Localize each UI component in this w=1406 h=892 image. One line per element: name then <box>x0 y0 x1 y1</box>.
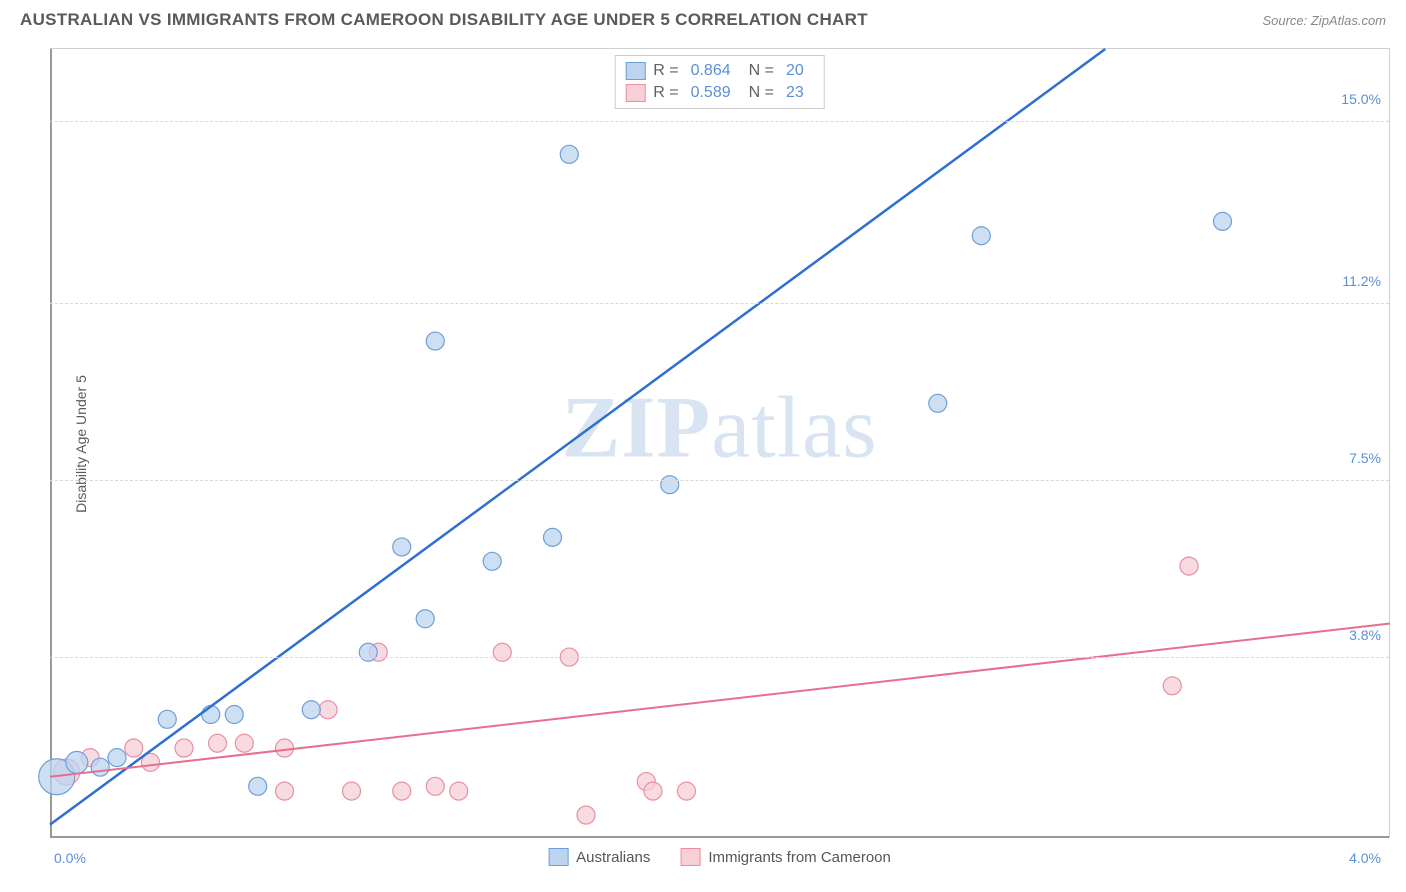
data-point <box>450 782 468 800</box>
data-point <box>577 806 595 824</box>
legend-n-val-0: 20 <box>786 62 804 80</box>
data-point <box>359 643 377 661</box>
data-point <box>91 758 109 776</box>
chart-header: AUSTRALIAN VS IMMIGRANTS FROM CAMEROON D… <box>0 0 1406 38</box>
grid-line <box>50 480 1389 481</box>
data-point <box>493 643 511 661</box>
y-tick-label: 11.2% <box>1342 273 1381 289</box>
trend-line <box>50 624 1390 777</box>
data-point <box>225 706 243 724</box>
data-point <box>108 749 126 767</box>
data-point <box>276 782 294 800</box>
data-point <box>175 739 193 757</box>
grid-line <box>50 121 1389 122</box>
data-point <box>426 332 444 350</box>
legend-bottom-swatch-0 <box>548 848 568 866</box>
data-point <box>426 777 444 795</box>
legend-r-label: R = <box>653 84 678 102</box>
data-point <box>343 782 361 800</box>
legend-bottom-swatch-1 <box>680 848 700 866</box>
legend-n-label: N = <box>749 84 774 102</box>
data-point <box>644 782 662 800</box>
x-tick-0: 0.0% <box>54 850 86 866</box>
data-point <box>1180 557 1198 575</box>
grid-line <box>50 657 1389 658</box>
chart-title: AUSTRALIAN VS IMMIGRANTS FROM CAMEROON D… <box>20 10 868 30</box>
data-point <box>249 777 267 795</box>
legend-correlation: R = 0.864 N = 20 R = 0.589 N = 23 <box>614 55 825 109</box>
y-tick-label: 3.8% <box>1349 627 1381 643</box>
y-tick-label: 7.5% <box>1349 450 1381 466</box>
trend-line <box>50 49 1105 825</box>
legend-r-label: R = <box>653 62 678 80</box>
data-point <box>66 751 88 773</box>
legend-n-label: N = <box>749 62 774 80</box>
chart-source: Source: ZipAtlas.com <box>1262 13 1386 28</box>
x-tick-1: 4.0% <box>1349 850 1381 866</box>
data-point <box>202 706 220 724</box>
data-point <box>661 476 679 494</box>
data-point <box>544 528 562 546</box>
data-point <box>393 538 411 556</box>
legend-r-val-1: 0.589 <box>691 84 731 102</box>
scatter-plot <box>50 49 1389 838</box>
legend-item-1: Immigrants from Cameroon <box>680 848 891 866</box>
data-point <box>276 739 294 757</box>
data-point <box>972 227 990 245</box>
data-point <box>158 710 176 728</box>
data-point <box>1163 677 1181 695</box>
data-point <box>125 739 143 757</box>
legend-swatch-1 <box>625 84 645 102</box>
data-point <box>416 610 434 628</box>
data-point <box>1214 212 1232 230</box>
data-point <box>209 734 227 752</box>
legend-bottom-label-0: Australians <box>576 849 650 866</box>
chart-container: Disability Age Under 5 ZIPatlas R = 0.86… <box>50 48 1390 838</box>
legend-r-val-0: 0.864 <box>691 62 731 80</box>
legend-item-0: Australians <box>548 848 650 866</box>
data-point <box>319 701 337 719</box>
legend-row-1: R = 0.589 N = 23 <box>625 82 814 104</box>
y-tick-label: 15.0% <box>1341 91 1381 107</box>
data-point <box>393 782 411 800</box>
legend-series: Australians Immigrants from Cameroon <box>548 848 891 866</box>
data-point <box>678 782 696 800</box>
data-point <box>302 701 320 719</box>
data-point <box>483 552 501 570</box>
legend-swatch-0 <box>625 62 645 80</box>
grid-line <box>50 303 1389 304</box>
legend-bottom-label-1: Immigrants from Cameroon <box>708 849 891 866</box>
data-point <box>560 145 578 163</box>
data-point <box>929 394 947 412</box>
data-point <box>235 734 253 752</box>
legend-n-val-1: 23 <box>786 84 804 102</box>
legend-row-0: R = 0.864 N = 20 <box>625 60 814 82</box>
